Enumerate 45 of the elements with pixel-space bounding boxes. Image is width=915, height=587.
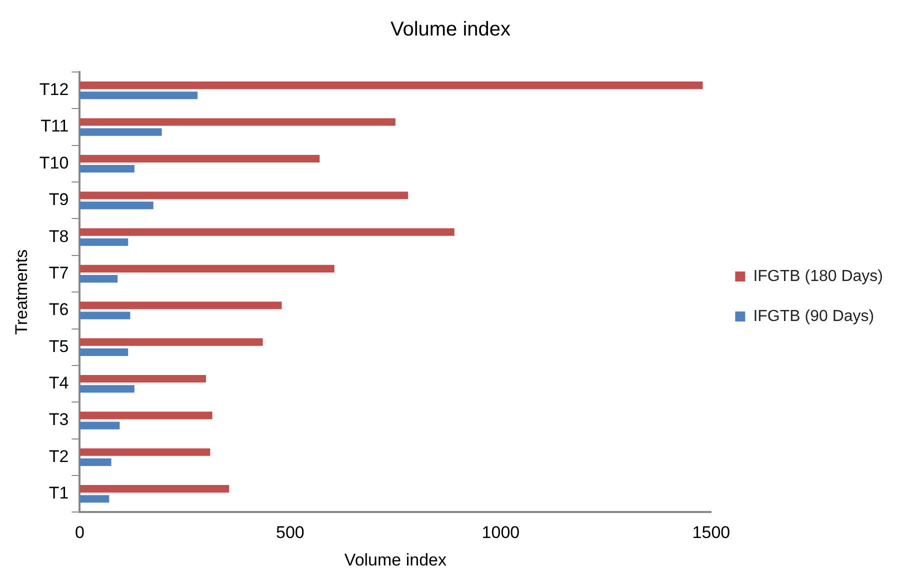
bar (80, 192, 408, 200)
y-tick-label: T9 (48, 190, 69, 210)
x-tick-label: 1000 (482, 523, 520, 542)
bar (80, 164, 134, 173)
bar (80, 202, 154, 210)
y-tick-label: T3 (48, 410, 69, 430)
y-tick-label: T5 (48, 336, 69, 356)
bar (80, 264, 334, 272)
legend-label: IFGTB (90 Days) (753, 308, 874, 325)
bar (80, 385, 134, 393)
x-tick-label: 1500 (692, 523, 730, 542)
bar (80, 228, 454, 236)
x-tick-label: 0 (74, 523, 84, 542)
y-axis-title: Treatments (12, 249, 31, 335)
bar (80, 238, 128, 246)
bar (80, 128, 162, 136)
y-tick-label: T10 (39, 153, 69, 172)
bar (80, 118, 396, 126)
chart-title: Volume index (390, 18, 511, 41)
y-tick-label: T7 (48, 263, 69, 282)
bar (80, 374, 206, 383)
legend-label: IFGTB (180 Days) (753, 268, 884, 285)
y-tick-label: T1 (48, 484, 69, 503)
y-tick-label: T6 (48, 300, 69, 320)
bar (80, 302, 282, 310)
bar (80, 92, 198, 100)
bar (80, 495, 110, 503)
bar (80, 275, 118, 283)
bar (80, 485, 230, 493)
x-tick-label: 500 (276, 523, 304, 542)
bar (80, 448, 210, 456)
bar (80, 348, 128, 356)
y-tick-label: T4 (48, 373, 69, 392)
y-tick-label: T2 (48, 446, 69, 466)
y-tick-label: T8 (48, 226, 69, 246)
y-tick-label: T11 (40, 116, 69, 136)
bar (80, 338, 263, 346)
bar (80, 82, 703, 90)
y-tick-label: T12 (39, 80, 69, 100)
bar (80, 154, 320, 162)
x-axis-title: Volume index (344, 550, 447, 570)
bar (80, 312, 130, 320)
bar (80, 458, 112, 466)
bar (80, 412, 212, 420)
bar (80, 422, 120, 430)
